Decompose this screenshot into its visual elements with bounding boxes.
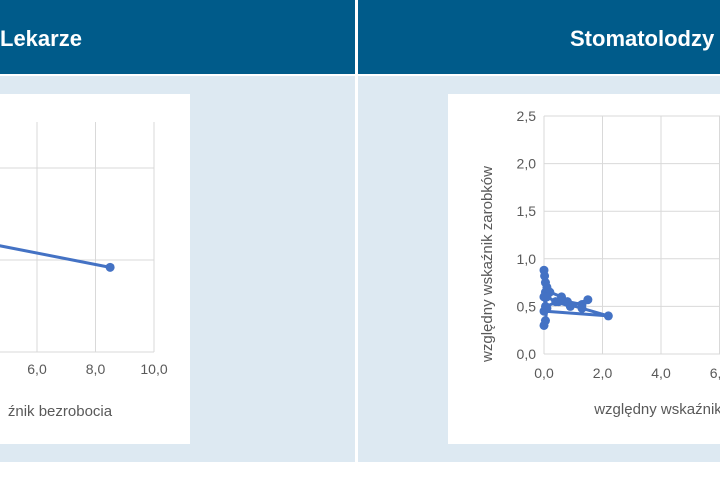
chart-card-lekarze: 6,0 8,0 10,0 źnik bezrobocia <box>0 94 190 444</box>
panel-lekarze: 6,0 8,0 10,0 źnik bezrobocia <box>0 76 355 462</box>
column-divider <box>355 0 358 481</box>
x-tick-label: 6,0 <box>710 365 720 381</box>
x-tick-labels: 0,0 2,0 4,0 6,0 <box>534 365 720 381</box>
chart-stomatolodzy: 0,0 0,5 1,0 1,5 2,0 2,5 0,0 2,0 4,0 6,0 względny… <box>479 108 720 418</box>
y-tick-label: 0,5 <box>517 298 537 314</box>
x-tick-label: 10,0 <box>140 361 167 377</box>
x-tick-label: 8,0 <box>86 361 106 377</box>
data-point <box>542 303 552 313</box>
data-point <box>603 311 613 321</box>
data-point <box>539 292 549 302</box>
data-point <box>577 303 587 313</box>
header-title: Stomatolodzy <box>570 26 715 51</box>
chart-grid <box>0 122 155 353</box>
x-tick-label: 6,0 <box>27 361 47 377</box>
x-tick-label: 2,0 <box>593 365 613 381</box>
x-axis-label: względny wskaźnik <box>593 401 720 418</box>
series-line <box>0 244 111 269</box>
data-point <box>554 297 564 307</box>
header-lekarze: Lekarze <box>0 0 355 74</box>
y-tick-labels: 0,0 0,5 1,0 1,5 2,0 2,5 <box>517 108 537 362</box>
y-tick-label: 1,0 <box>517 251 537 267</box>
data-point <box>105 262 115 272</box>
data-point <box>540 271 550 281</box>
x-tick-labels: 6,0 8,0 10,0 <box>27 361 168 377</box>
x-axis-label: źnik bezrobocia <box>8 403 113 420</box>
y-tick-label: 2,0 <box>517 156 537 172</box>
series-group <box>0 244 115 272</box>
chart-grid <box>543 115 720 355</box>
x-tick-label: 4,0 <box>651 365 671 381</box>
data-point <box>565 301 575 311</box>
series-group <box>539 265 613 330</box>
header-stomatolodzy: Stomatolodzy <box>358 0 720 74</box>
chart-card-stomatolodzy: 0,0 0,5 1,0 1,5 2,0 2,5 0,0 2,0 4,0 6,0 względny… <box>448 94 720 444</box>
chart-lekarze: 6,0 8,0 10,0 źnik bezrobocia <box>0 122 168 420</box>
y-tick-label: 0,0 <box>517 346 537 362</box>
y-tick-label: 1,5 <box>517 203 537 219</box>
y-tick-label: 2,5 <box>517 108 537 124</box>
data-point <box>583 295 593 305</box>
x-tick-label: 0,0 <box>534 365 554 381</box>
header-title: Lekarze <box>0 26 82 51</box>
y-axis-label: względny wskaźnik zarobków <box>479 166 496 363</box>
data-point <box>539 320 549 330</box>
panel-stomatolodzy: 0,0 0,5 1,0 1,5 2,0 2,5 0,0 2,0 4,0 6,0 względny… <box>358 76 720 462</box>
